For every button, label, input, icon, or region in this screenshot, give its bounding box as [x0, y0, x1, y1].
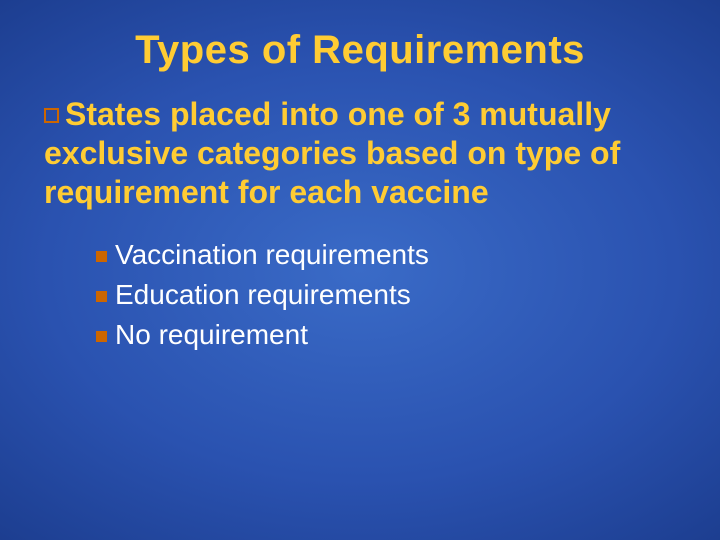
square-filled-icon: [96, 331, 107, 342]
square-bullet-icon: [44, 108, 59, 123]
main-bullet: States placed into one of 3 mutually exc…: [44, 95, 680, 212]
slide: Types of Requirements States placed into…: [0, 0, 720, 540]
sub-item-text: Vaccination requirements: [115, 239, 429, 270]
square-filled-icon: [96, 291, 107, 302]
list-item: Vaccination requirements: [96, 236, 680, 274]
main-bullet-text: States placed into one of 3 mutually exc…: [44, 96, 620, 210]
list-item: No requirement: [96, 316, 680, 354]
square-filled-icon: [96, 251, 107, 262]
list-item: Education requirements: [96, 276, 680, 314]
sub-item-text: Education requirements: [115, 279, 411, 310]
slide-title: Types of Requirements: [40, 28, 680, 73]
sub-list: Vaccination requirements Education requi…: [96, 236, 680, 353]
sub-item-text: No requirement: [115, 319, 308, 350]
